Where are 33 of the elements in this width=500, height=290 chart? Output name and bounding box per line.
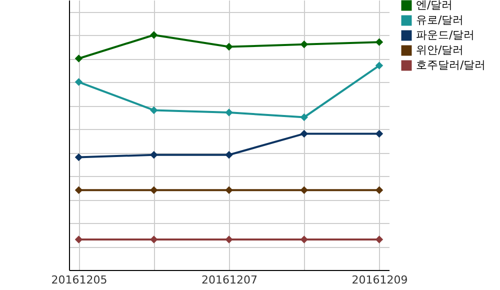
legend-label: 파운드/달러 <box>416 28 475 42</box>
point <box>225 108 233 116</box>
point <box>74 153 83 162</box>
point <box>74 54 83 62</box>
legend-label: 위안/달러 <box>416 44 464 56</box>
point <box>375 62 384 70</box>
legend-label: 호주달러/달러 <box>416 58 486 72</box>
legend-label: 엔/달러 <box>416 0 453 12</box>
point <box>225 186 233 194</box>
point <box>150 31 158 39</box>
point <box>375 186 384 194</box>
point <box>150 236 158 244</box>
point <box>74 236 83 244</box>
x-tick-label: 20161209 <box>352 274 408 286</box>
point <box>150 106 158 114</box>
point <box>225 42 233 51</box>
point <box>300 236 308 244</box>
point <box>300 186 308 194</box>
point <box>375 38 384 46</box>
point <box>74 186 83 194</box>
point <box>375 130 384 138</box>
point <box>300 113 308 122</box>
x-tick-label: 20161205 <box>51 274 108 286</box>
point <box>150 186 158 194</box>
point <box>375 236 384 244</box>
point <box>74 78 83 86</box>
x-tick-label: 20161207 <box>202 274 258 286</box>
point <box>225 236 233 244</box>
legend-label: 유로/달러 <box>416 14 464 26</box>
point <box>300 40 308 48</box>
point <box>225 150 233 159</box>
point <box>150 150 158 159</box>
point <box>300 130 308 138</box>
